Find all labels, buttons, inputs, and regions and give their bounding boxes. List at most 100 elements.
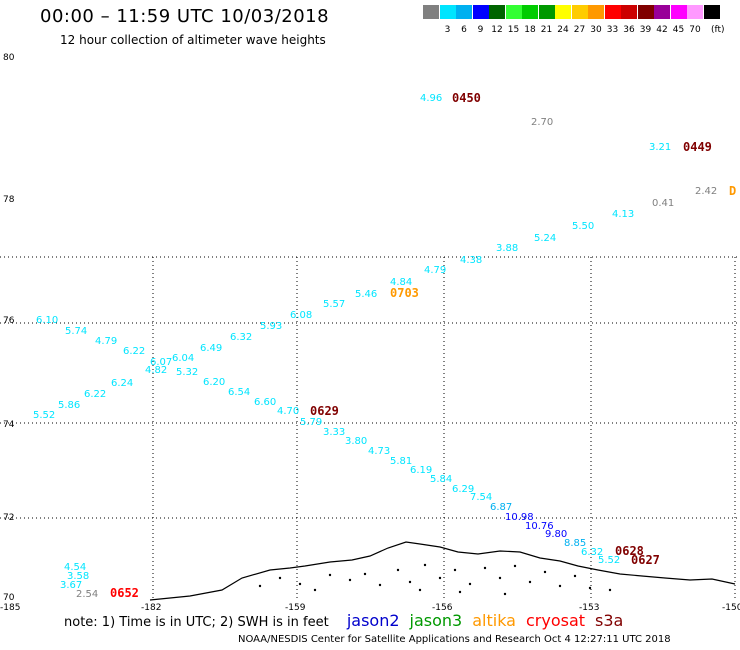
wave-height-value: 10.98 [505, 512, 534, 523]
graticule [0, 256, 740, 600]
color-swatch-label: 70 [689, 25, 701, 35]
wave-height-value: 3.21 [649, 142, 671, 153]
color-swatch-label: 30 [590, 25, 602, 35]
pass-label: 0627 [631, 553, 660, 567]
wave-height-value: 6.24 [111, 378, 133, 389]
wave-height-value: 6.60 [254, 397, 276, 408]
color-swatch-label: 24 [557, 25, 569, 35]
color-swatch [703, 5, 720, 19]
color-swatch [505, 5, 522, 19]
wave-height-value: 5.32 [176, 367, 198, 378]
wave-height-values: 4.96 2.70 3.21 0.41 2.42 4.13 5.50 5.24 … [33, 93, 717, 600]
color-swatch-label: 15 [507, 25, 520, 35]
wave-height-value: 3.88 [496, 243, 518, 254]
color-swatch [604, 5, 621, 19]
color-swatch [637, 5, 654, 19]
wave-height-value: 2.42 [695, 186, 717, 197]
pass-label: 0703 [390, 286, 419, 300]
color-swatch-label: 6 [461, 25, 467, 35]
wave-height-value: 3.33 [323, 427, 345, 438]
wave-height-value: 6.87 [490, 502, 512, 513]
pass-label: D [729, 184, 736, 198]
satellite-jason2: jason2 [346, 611, 400, 630]
pass-label: 0449 [683, 140, 712, 154]
color-swatch [538, 5, 555, 19]
color-swatch [472, 5, 489, 19]
color-swatch [687, 5, 703, 19]
color-swatch [489, 5, 505, 19]
color-swatch-label: 36 [623, 25, 635, 35]
wave-height-value: 4.70 [277, 406, 299, 417]
wave-height-value: 6.19 [410, 465, 432, 476]
wave-height-value: 6.22 [123, 346, 145, 357]
wave-height-value: 4.96 [420, 93, 442, 104]
wave-height-value: 4.38 [460, 255, 482, 266]
satellite-altika: altika [472, 611, 516, 630]
lon-label: -185 [0, 603, 20, 613]
wave-height-value: 5.74 [65, 326, 87, 337]
wave-height-value: 5.52 [598, 555, 620, 566]
lon-label: -153 [579, 603, 599, 613]
color-swatch-label: 33 [606, 25, 619, 35]
wave-height-value: 10.76 [525, 521, 554, 532]
wave-height-value: 5.50 [572, 221, 594, 232]
wave-height-value: 6.10 [36, 315, 58, 326]
longitude-labels: -185 -182 -159 -156 -153 -150 [0, 603, 740, 613]
wave-height-value: 6.32 [581, 547, 603, 558]
color-swatch [621, 5, 637, 19]
wave-height-value: 5.46 [355, 289, 377, 300]
wave-height-value: 4.54 [64, 562, 86, 573]
satellite-legend: jason2 jason3 altika cryosat s3a [347, 611, 634, 630]
wave-height-value: 5.93 [260, 321, 282, 332]
color-swatch-label: 18 [524, 25, 536, 35]
pass-time-labels: 0450 0449 D 0703 0629 0628 0627 0652 [110, 91, 736, 600]
wave-height-value: 5.52 [33, 410, 55, 421]
wave-height-value: 6.07 [150, 357, 172, 368]
wave-height-value: 4.73 [368, 446, 390, 457]
lon-label: -182 [141, 603, 161, 613]
satellite-jason3: jason3 [409, 611, 463, 630]
pass-label: 0629 [310, 404, 339, 418]
wave-height-value: 0.41 [652, 198, 674, 209]
wave-height-value: 5.84 [430, 474, 452, 485]
lon-label: -159 [285, 603, 306, 613]
wave-height-value: 6.29 [452, 484, 474, 495]
wave-height-value: 5.57 [323, 299, 345, 310]
coastline [149, 541, 736, 601]
page-subtitle: 12 hour collection of altimeter wave hei… [60, 33, 326, 47]
note-text: note: 1) Time is in UTC; 2) SWH is in fe… [64, 615, 329, 630]
wave-height-value: 9.80 [545, 529, 567, 540]
lon-label: -156 [432, 603, 453, 613]
color-swatch-label: 45 [672, 25, 685, 35]
page-title: 00:00 – 11:59 UTC 10/03/2018 [40, 6, 330, 27]
color-swatch [439, 5, 456, 19]
pass-label: 0450 [452, 91, 481, 105]
color-scale-unit: (ft) [711, 25, 725, 35]
wave-height-value: 8.85 [564, 538, 586, 549]
wave-height-value: 6.54 [228, 387, 250, 398]
wave-height-value: 6.20 [203, 377, 225, 388]
lat-label: 74 [3, 420, 15, 430]
wave-height-value: 2.70 [531, 117, 553, 128]
color-swatch [456, 5, 472, 19]
legend-note: note: 1) Time is in UTC; 2) SWH is in fe… [64, 611, 647, 630]
lat-label: 78 [3, 195, 15, 205]
wave-height-value: 6.22 [84, 389, 106, 400]
wave-height-value: 4.84 [390, 277, 412, 288]
satellite-cryosat: cryosat [525, 611, 586, 630]
wave-height-value: 5.81 [390, 456, 412, 467]
color-swatch [423, 5, 439, 19]
wave-height-value: 6.08 [290, 310, 312, 321]
wave-height-value: 3.67 [60, 580, 82, 591]
wave-height-value: 6.04 [172, 353, 194, 364]
lat-label: 72 [3, 513, 14, 523]
color-swatch [654, 5, 670, 19]
wave-height-value: 5.24 [534, 233, 556, 244]
color-swatch-label: 39 [639, 25, 652, 35]
wave-height-value: 5.79 [300, 417, 322, 428]
wave-height-value: 3.80 [345, 436, 367, 447]
color-swatch [522, 5, 538, 19]
color-swatch [555, 5, 571, 19]
wave-height-value: 4.79 [424, 265, 446, 276]
